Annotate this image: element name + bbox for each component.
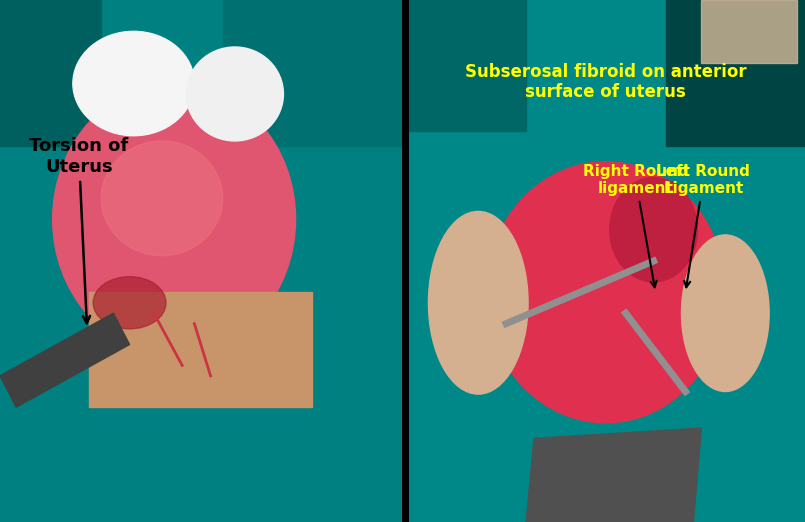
Polygon shape (0, 313, 130, 407)
Text: Right Round
ligament: Right Round ligament (583, 164, 688, 287)
Text: Torsion of
Uterus: Torsion of Uterus (29, 137, 129, 323)
Text: Subserosal fibroid on anterior
surface of uterus: Subserosal fibroid on anterior surface o… (465, 63, 746, 101)
Ellipse shape (609, 177, 697, 282)
Ellipse shape (186, 47, 283, 141)
Bar (407, 0, 526, 130)
Ellipse shape (73, 31, 194, 136)
Bar (666, 0, 805, 146)
Ellipse shape (101, 141, 223, 256)
Polygon shape (526, 428, 701, 522)
Ellipse shape (52, 84, 295, 355)
Bar (701, 0, 797, 63)
Ellipse shape (682, 235, 769, 392)
Ellipse shape (428, 211, 528, 394)
Text: Left Round
Ligament: Left Round Ligament (656, 164, 750, 287)
Ellipse shape (486, 162, 725, 423)
Bar (223, 0, 405, 146)
Bar (89, 292, 312, 407)
Ellipse shape (93, 277, 166, 329)
Bar (0, 0, 101, 146)
